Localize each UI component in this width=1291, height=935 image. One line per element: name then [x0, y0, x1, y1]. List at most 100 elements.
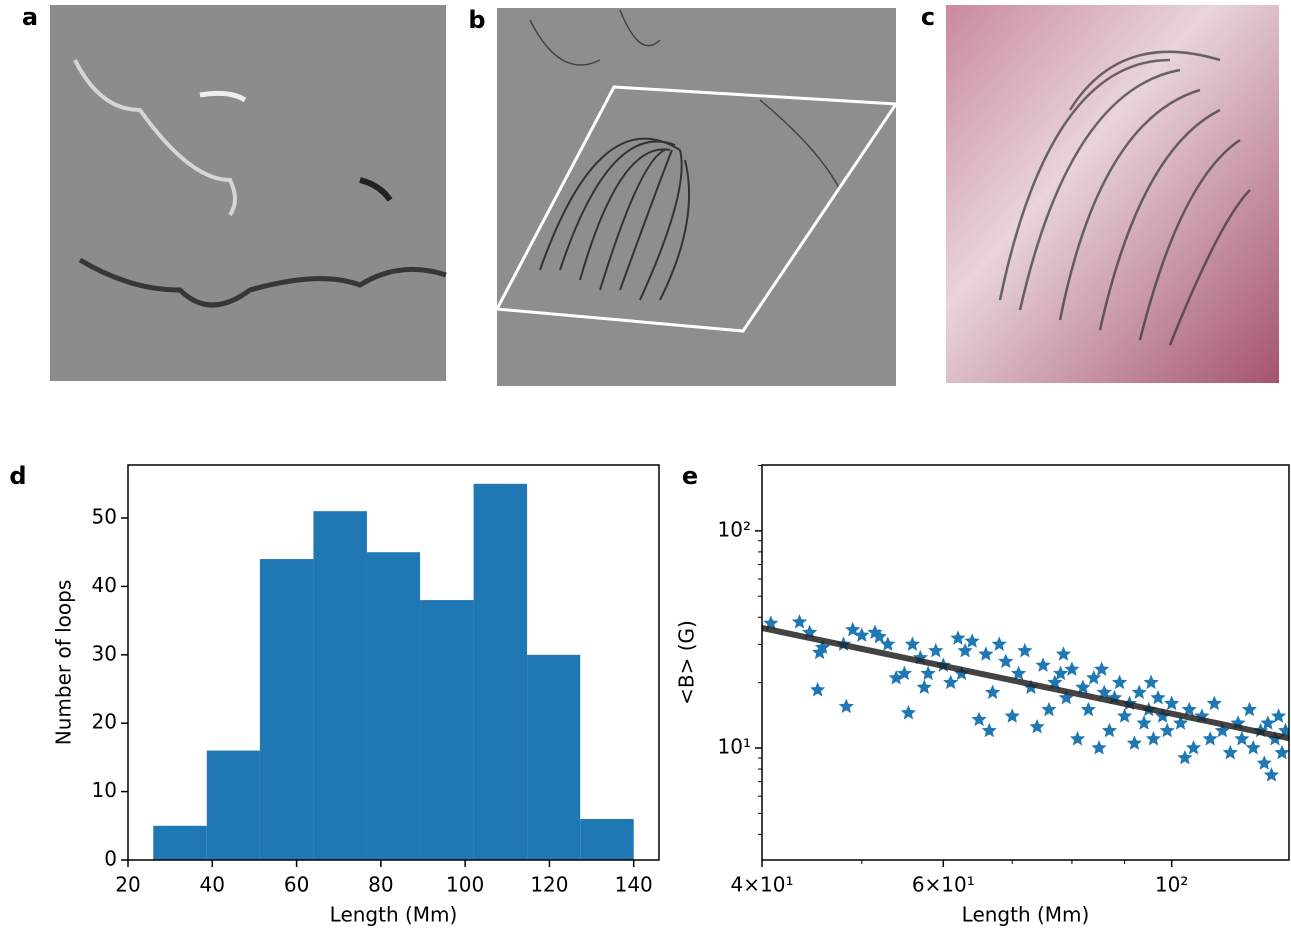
star-point — [1277, 722, 1289, 738]
star-point — [1185, 740, 1202, 755]
y-tick-label: 10² — [718, 517, 751, 541]
star-point — [854, 627, 870, 642]
histogram-bar — [153, 825, 207, 860]
star-point — [1214, 722, 1230, 738]
star-point — [1256, 755, 1272, 770]
y-tick-label: 10¹ — [718, 735, 751, 759]
fit-line — [762, 625, 1289, 742]
histogram-bar — [527, 654, 581, 860]
star-point — [1055, 646, 1072, 661]
star-point — [838, 698, 854, 714]
star-point — [880, 636, 896, 651]
magnetogram-a — [50, 5, 447, 381]
panel-label: a — [22, 3, 38, 31]
star-point — [964, 633, 980, 648]
x-axis-label: Length (Mm) — [962, 903, 1090, 927]
star-point — [1241, 701, 1258, 717]
star-point — [1010, 665, 1027, 681]
star-point — [888, 670, 904, 685]
star-point — [904, 636, 921, 651]
y-axis-label: <B> (G) — [675, 620, 699, 705]
star-point — [991, 636, 1007, 651]
y-axis-label: Number of loops — [52, 580, 76, 745]
x-tick-label: 4×10¹ — [731, 873, 794, 897]
plot-area — [762, 614, 1289, 782]
star-point — [1202, 731, 1218, 746]
histogram-bar — [366, 552, 421, 860]
x-tick-label: 60 — [284, 873, 309, 897]
star-point — [900, 704, 917, 720]
x-tick-label: 140 — [615, 873, 653, 897]
y-tick-label: 20 — [92, 710, 117, 734]
star-point — [943, 674, 959, 690]
loop-render-c — [946, 5, 1279, 383]
star-point — [1111, 674, 1128, 690]
star-point — [1091, 740, 1107, 755]
star-point — [998, 653, 1014, 669]
x-tick-label: 100 — [446, 873, 484, 897]
star-point — [1270, 708, 1287, 723]
star-point — [1126, 735, 1143, 750]
star-point — [1245, 740, 1261, 755]
star-point — [1116, 708, 1133, 723]
star-point — [916, 679, 932, 694]
star-point — [1086, 670, 1102, 685]
star-point — [1164, 695, 1180, 711]
star-point — [957, 642, 973, 658]
panel-label: c — [921, 3, 935, 31]
star-point — [1143, 674, 1159, 690]
histogram-bar — [473, 483, 528, 860]
star-point — [1080, 701, 1096, 717]
star-point — [1017, 642, 1033, 658]
star-point — [1035, 657, 1051, 672]
star-point — [1094, 661, 1110, 676]
star-point — [1101, 722, 1118, 738]
panel-label: e — [682, 462, 698, 490]
star-point — [1181, 701, 1197, 717]
star-point — [1260, 715, 1276, 730]
star-point — [810, 681, 826, 697]
y-tick-label: 30 — [92, 641, 117, 665]
star-point — [814, 639, 831, 655]
axes-frame — [761, 464, 1290, 861]
histogram-bar — [206, 750, 260, 860]
x-axis-label: Length (Mm) — [330, 903, 458, 927]
y-tick-label: 50 — [92, 505, 117, 529]
star-point — [791, 614, 808, 629]
star-point — [1159, 722, 1175, 738]
star-point — [1064, 661, 1080, 676]
star-point — [928, 642, 944, 658]
star-point — [1029, 718, 1045, 734]
panel-label: b — [468, 6, 485, 34]
star-point — [1145, 731, 1162, 746]
x-tick-label: 120 — [530, 873, 568, 897]
star-point — [1069, 731, 1086, 746]
star-point — [1004, 708, 1020, 723]
y-tick-label: 0 — [104, 847, 117, 871]
star-point — [1222, 744, 1238, 760]
star-point — [978, 646, 994, 661]
star-point — [1263, 767, 1280, 782]
star-point — [1155, 708, 1171, 723]
star-point — [1177, 749, 1193, 765]
star-point — [953, 665, 970, 681]
star-point — [1136, 715, 1152, 730]
histogram-bar — [259, 559, 314, 860]
x-tick-label: 6×10¹ — [912, 873, 975, 897]
magnetogram-b — [494, 8, 899, 386]
x-tick-label: 20 — [115, 873, 140, 897]
star-point — [845, 621, 861, 637]
panel-label: d — [9, 462, 26, 490]
star-point — [1150, 689, 1166, 705]
x-tick-label: 80 — [368, 873, 393, 897]
star-point — [1206, 695, 1222, 711]
star-point — [950, 630, 966, 645]
star-point — [1041, 701, 1057, 717]
star-point — [981, 722, 997, 738]
histogram-bar — [420, 600, 474, 860]
y-tick-label: 40 — [92, 573, 117, 597]
star-point — [1075, 679, 1091, 694]
histogram-bar — [580, 818, 634, 860]
